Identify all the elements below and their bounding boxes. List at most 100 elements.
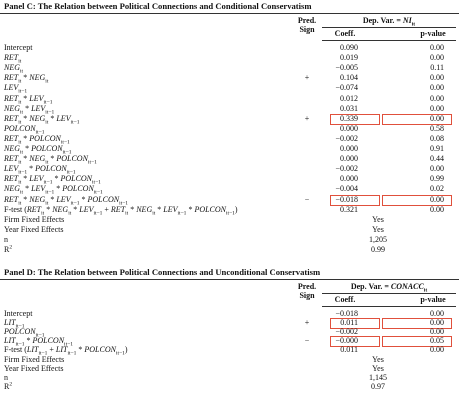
variable: LEV [4, 164, 19, 174]
subscript: it [45, 78, 49, 85]
variable: POLCON [84, 345, 116, 355]
row-label: NEGit * LEVit−1 [4, 103, 55, 116]
pred-sign: − [304, 336, 310, 346]
text-segment: * [79, 194, 88, 204]
coefficient: 0.104 [340, 73, 358, 83]
subscript: it−1 [226, 210, 235, 217]
row-label: n [4, 235, 8, 245]
row-label: LEVit−1 [4, 83, 27, 94]
variable: LEV [31, 103, 46, 113]
panel-title: Panel C: The Relation between Political … [4, 1, 312, 11]
subscript: it−1 [45, 109, 55, 116]
panel-title: Panel D: The Relation between Political … [4, 267, 321, 277]
superscript: 2 [9, 381, 13, 388]
subscript: it [152, 210, 156, 217]
text-segment: * [21, 174, 30, 184]
text-segment: * [44, 204, 53, 214]
p-value: 0.00 [430, 204, 444, 214]
p-value: 0.00 [430, 83, 444, 93]
coefficient: 0.090 [340, 43, 358, 52]
footer-value: Yes [372, 354, 384, 364]
p-value: 0.00 [430, 345, 444, 355]
superscript: 2 [9, 244, 13, 251]
row-label: RETit * NEGit * LEVit−1 [4, 113, 80, 126]
subscript: it−1 [15, 341, 25, 348]
coefficient: −0.002 [335, 133, 358, 143]
p-value: 0.05 [430, 336, 444, 346]
coefficient: 0.339 [340, 113, 358, 123]
text-segment: * [21, 113, 30, 123]
variable: POLCON [194, 204, 226, 214]
coefficient: −0.074 [335, 83, 358, 93]
pred-sign: + [304, 318, 310, 328]
text-segment: ) [234, 204, 238, 214]
subscript: it−1 [45, 189, 55, 196]
variable: POLCON [56, 154, 88, 164]
coefficient: 0.011 [340, 345, 358, 355]
subscript: it−1 [66, 169, 76, 176]
p-value: 0.44 [430, 154, 444, 164]
text-segment: R [4, 381, 10, 391]
rule [322, 306, 456, 307]
highlight-box [330, 336, 380, 348]
footer-value: Yes [372, 214, 384, 224]
row-label: R2 [4, 381, 13, 392]
highlight-box [330, 318, 380, 330]
text-segment: * [54, 184, 63, 194]
variable: LEV [29, 93, 44, 103]
footer-value: 0.97 [371, 381, 385, 391]
row-label: RETit * LEVit−1 [4, 93, 52, 105]
subscript: it [45, 119, 49, 126]
text-segment: * [27, 164, 36, 174]
text-segment: * [48, 194, 57, 204]
subscript: it−1 [18, 169, 28, 176]
subscript: it−1 [70, 200, 80, 207]
coefficient: 0.000 [340, 174, 358, 184]
coefficient: 0.011 [340, 318, 358, 328]
subscript: it [125, 210, 129, 217]
text-segment: * [155, 204, 164, 214]
footer-value: 0.99 [371, 245, 385, 254]
p-value: 0.91 [430, 144, 444, 153]
variable: POLCON [87, 194, 120, 204]
subscript: it−1 [35, 332, 45, 339]
row-label: Intercept [4, 43, 32, 53]
variable: RET [26, 204, 42, 214]
highlight-box [382, 194, 452, 206]
p-value: 0.00 [430, 194, 444, 204]
text-segment: + [47, 345, 56, 355]
variable: RET [4, 93, 19, 103]
coefficient: 0.031 [340, 103, 358, 113]
row-label: NEGit * POLCONit−1 [4, 144, 72, 155]
variable: POLCON [62, 184, 94, 194]
coefficient: −0.002 [335, 164, 358, 174]
p-value: 0.00 [430, 113, 444, 123]
variable: NI [402, 16, 412, 25]
text-segment: * [21, 93, 30, 103]
p-value: 0.58 [430, 123, 444, 133]
text-segment: * [48, 154, 57, 164]
variable: RET [4, 73, 19, 83]
highlight-box [382, 318, 452, 330]
subscript: it [68, 210, 72, 217]
text-segment: * [48, 113, 57, 123]
text-segment: Year Fixed Effects [4, 224, 64, 234]
footer-value: Yes [372, 363, 384, 373]
p-value: 0.99 [430, 174, 444, 184]
variable: NEG [29, 154, 46, 164]
variable: RET [4, 154, 19, 164]
coefficient: −0.018 [335, 194, 358, 204]
rule [0, 279, 459, 280]
p-value: 0.08 [430, 133, 444, 143]
p-value: 0.00 [430, 309, 444, 318]
variable: NEG [4, 144, 20, 153]
subscript: it−1 [70, 119, 80, 126]
subscript: it−1 [35, 129, 45, 136]
subscript: it [18, 58, 22, 65]
row-label: n [4, 373, 8, 383]
text-segment: * [71, 204, 80, 214]
rule [322, 293, 456, 294]
subscript: it [45, 200, 49, 207]
variable: RET [4, 194, 19, 204]
coefficient: 0.000 [340, 123, 358, 133]
